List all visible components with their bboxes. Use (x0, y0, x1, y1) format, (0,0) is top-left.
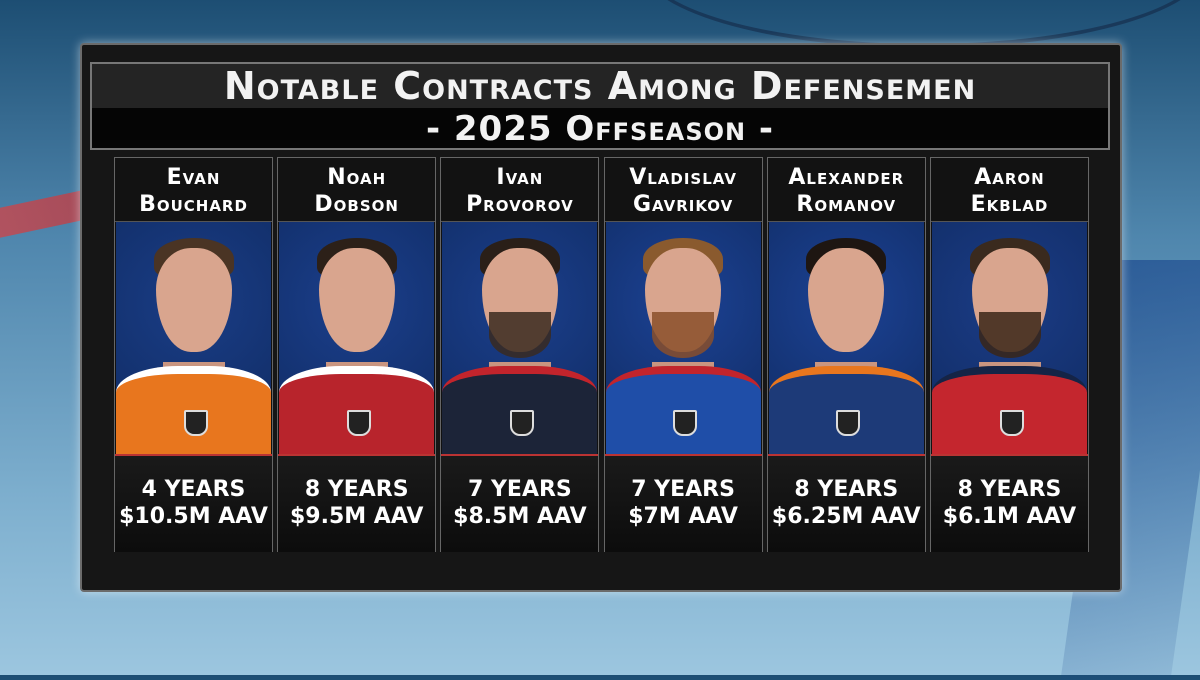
player-name: Noah Dobson (278, 158, 436, 222)
player-beard (652, 312, 715, 358)
contract-details: 8 YEARS $9.5M AAV (278, 454, 436, 552)
player-beard (488, 312, 551, 358)
graphic-title: Notable Contracts Among Defensemen (92, 64, 1108, 108)
player-name: Evan Bouchard (115, 158, 272, 222)
contract-years: 8 YEARS (794, 477, 899, 502)
player-headshot (116, 222, 271, 454)
contract-aav: $7M AAV (628, 504, 738, 529)
player-headshot (932, 222, 1087, 454)
nhl-shield-icon (183, 410, 208, 436)
contract-details: 4 YEARS $10.5M AAV (115, 454, 272, 552)
player-card: Vladislav Gavrikov 7 YEARS $7M AAV (603, 157, 763, 552)
player-first-name: Vladislav (629, 165, 737, 190)
player-first-name: Noah (327, 165, 387, 190)
player-name: Vladislav Gavrikov (604, 158, 762, 222)
player-cards: Evan Bouchard 4 YEARS $10.5M AAV Noah Dobson 8… (114, 157, 1089, 552)
nhl-shield-icon (836, 410, 861, 436)
player-card: Ivan Provorov 7 YEARS $8.5M AAV (440, 157, 600, 552)
player-last-name: Dobson (314, 192, 399, 217)
contract-details: 7 YEARS $7M AAV (604, 454, 762, 552)
player-headshot (442, 222, 598, 454)
player-face (808, 248, 885, 352)
rink-faceoff-circle (640, 0, 1200, 48)
player-last-name: Gavrikov (632, 192, 734, 217)
contract-years: 8 YEARS (304, 477, 409, 502)
nhl-shield-icon (999, 410, 1024, 436)
player-card: Aaron Ekblad 8 YEARS $6.1M AAV (930, 157, 1089, 552)
contract-aav: $10.5M AAV (119, 504, 268, 529)
player-headshot (279, 222, 435, 454)
player-name: Aaron Ekblad (931, 158, 1088, 222)
player-last-name: Ekblad (970, 192, 1049, 217)
player-name: Alexander Romanov (767, 158, 925, 222)
player-headshot (768, 222, 924, 454)
player-name: Ivan Provorov (441, 158, 599, 222)
player-first-name: Ivan (496, 165, 544, 190)
contract-years: 8 YEARS (957, 477, 1062, 502)
player-face (318, 248, 395, 352)
contract-aav: $9.5M AAV (289, 504, 424, 529)
nhl-shield-icon (673, 410, 698, 436)
player-last-name: Provorov (466, 192, 574, 217)
player-card: Evan Bouchard 4 YEARS $10.5M AAV (114, 157, 273, 552)
contract-aav: $8.5M AAV (453, 504, 587, 529)
player-last-name: Bouchard (139, 192, 248, 217)
contract-years: 7 YEARS (468, 477, 572, 502)
contract-years: 4 YEARS (141, 477, 246, 502)
player-first-name: Evan (166, 165, 221, 190)
contract-aav: $6.25M AAV (771, 504, 921, 529)
player-face (155, 248, 232, 352)
contract-details: 7 YEARS $8.5M AAV (441, 454, 599, 552)
contract-years: 7 YEARS (631, 477, 735, 502)
player-beard (978, 312, 1041, 358)
graphic-subtitle: - 2025 Offseason - (425, 109, 775, 149)
player-card: Alexander Romanov 8 YEARS $6.25M AAV (766, 157, 926, 552)
contract-details: 8 YEARS $6.1M AAV (931, 454, 1088, 552)
title-box: Notable Contracts Among Defensemen - 202… (90, 62, 1110, 150)
player-card: Noah Dobson 8 YEARS $9.5M AAV (277, 157, 437, 552)
nhl-shield-icon (509, 410, 534, 436)
graphic-panel: Notable Contracts Among Defensemen - 202… (80, 43, 1122, 592)
contract-details: 8 YEARS $6.25M AAV (767, 454, 925, 552)
player-first-name: Alexander (788, 165, 905, 190)
nhl-shield-icon (346, 410, 371, 436)
jersey (932, 366, 1087, 454)
player-first-name: Aaron (974, 165, 1045, 190)
contract-aav: $6.1M AAV (942, 504, 1077, 529)
player-headshot (605, 222, 761, 454)
player-last-name: Romanov (796, 192, 897, 217)
